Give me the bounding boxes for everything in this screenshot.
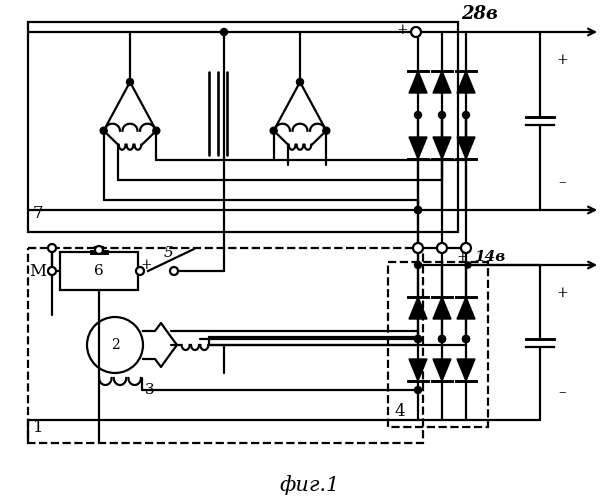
Circle shape	[100, 127, 107, 134]
Circle shape	[414, 336, 421, 342]
Text: 5: 5	[164, 246, 174, 260]
Text: 14в: 14в	[475, 250, 505, 264]
Circle shape	[438, 336, 446, 342]
Circle shape	[438, 336, 446, 342]
Circle shape	[170, 267, 178, 275]
Polygon shape	[457, 359, 475, 381]
Text: 1: 1	[33, 420, 44, 436]
Polygon shape	[433, 297, 451, 319]
Circle shape	[465, 262, 471, 268]
Polygon shape	[457, 297, 475, 319]
Circle shape	[323, 127, 330, 134]
Circle shape	[411, 27, 421, 37]
Circle shape	[48, 244, 56, 252]
Circle shape	[220, 28, 228, 35]
Circle shape	[414, 336, 421, 342]
Circle shape	[297, 78, 303, 86]
Bar	[28, 22, 458, 232]
Text: –: –	[558, 385, 566, 399]
Bar	[60, 252, 138, 290]
Polygon shape	[409, 71, 427, 93]
Text: –: –	[558, 175, 566, 189]
Circle shape	[95, 246, 103, 254]
Bar	[28, 248, 423, 443]
Text: +: +	[556, 53, 568, 67]
Circle shape	[414, 386, 421, 394]
Circle shape	[462, 112, 470, 118]
Polygon shape	[409, 359, 427, 381]
Circle shape	[48, 267, 56, 275]
Circle shape	[462, 336, 470, 342]
Text: 6: 6	[94, 264, 104, 278]
Circle shape	[126, 78, 133, 86]
Circle shape	[153, 127, 160, 134]
Text: фиг.1: фиг.1	[280, 475, 340, 495]
Circle shape	[270, 127, 277, 134]
Circle shape	[414, 112, 421, 118]
Text: 4: 4	[395, 404, 405, 420]
Circle shape	[462, 336, 470, 342]
Polygon shape	[433, 359, 451, 381]
Circle shape	[414, 206, 421, 214]
Text: +: +	[396, 23, 408, 37]
Text: 3: 3	[145, 383, 155, 397]
Polygon shape	[409, 297, 427, 319]
Bar	[388, 262, 488, 427]
Text: 2: 2	[111, 338, 119, 352]
Circle shape	[437, 243, 447, 253]
Text: +: +	[456, 250, 468, 264]
Polygon shape	[457, 137, 475, 159]
Text: +: +	[140, 258, 152, 272]
Polygon shape	[457, 71, 475, 93]
Circle shape	[413, 243, 423, 253]
Text: 28в: 28в	[462, 5, 499, 23]
Text: +: +	[556, 286, 568, 300]
Polygon shape	[409, 137, 427, 159]
Circle shape	[414, 262, 421, 268]
Circle shape	[414, 206, 421, 214]
Text: 7: 7	[33, 206, 44, 222]
Polygon shape	[433, 71, 451, 93]
Circle shape	[438, 112, 446, 118]
Circle shape	[461, 243, 471, 253]
Text: М: М	[29, 262, 47, 280]
Circle shape	[136, 267, 144, 275]
Polygon shape	[433, 137, 451, 159]
